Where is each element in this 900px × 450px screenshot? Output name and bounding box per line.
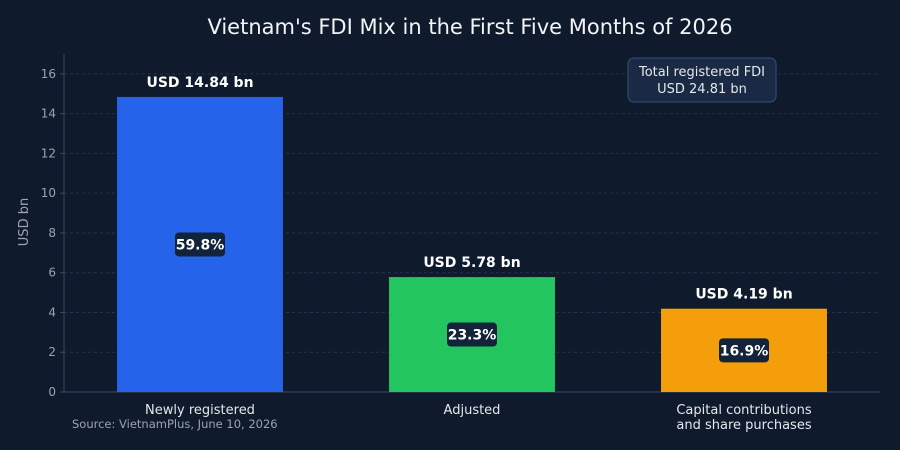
- x-axis-categories: Newly registered Adjusted Capital contribu…: [145, 403, 812, 433]
- y-axis-label: USD bn: [17, 198, 32, 246]
- x-category-label: Capital contributions: [676, 403, 812, 418]
- bar-value-label: USD 4.19 bn: [695, 287, 792, 303]
- y-tick-label: 2: [48, 345, 56, 359]
- total-annotation: Total registered FDI USD 24.81 bn: [627, 57, 777, 103]
- x-category-label: Newly registered: [145, 403, 255, 418]
- y-tick-label: 6: [48, 266, 56, 280]
- x-category-label: and share purchases: [676, 418, 811, 433]
- bar-labels: USD 14.84 bn 59.8% USD 5.78 bn 23.3% USD 4.1…: [146, 75, 793, 363]
- total-annotation-line-1: Total registered FDI: [638, 65, 765, 80]
- y-tick-label: 4: [48, 305, 56, 319]
- share-label: 59.8%: [176, 237, 225, 253]
- source-note: Source: VietnamPlus, June 10, 2026: [72, 417, 278, 431]
- total-annotation-line-2: USD 24.81 bn: [657, 82, 747, 97]
- y-tick-label: 14: [41, 107, 56, 121]
- y-tick-label: 12: [41, 146, 56, 160]
- share-badge: [719, 338, 769, 363]
- x-category-label: Adjusted: [444, 403, 501, 418]
- bar-value-label: USD 14.84 bn: [146, 75, 253, 91]
- y-tick-label: 10: [41, 186, 56, 200]
- y-tick-label: 8: [48, 226, 56, 240]
- share-label: 16.9%: [720, 343, 769, 359]
- y-tick-label: 16: [41, 67, 56, 81]
- total-annotation-box: [627, 57, 777, 103]
- share-label: 23.3%: [448, 328, 497, 344]
- bar-value-label: USD 5.78 bn: [423, 255, 520, 271]
- share-badge: [175, 232, 225, 257]
- share-badge: [447, 322, 497, 347]
- chart-title: Vietnam's FDI Mix in the First Five Mont…: [207, 15, 732, 39]
- y-tick-label: 0: [48, 385, 56, 399]
